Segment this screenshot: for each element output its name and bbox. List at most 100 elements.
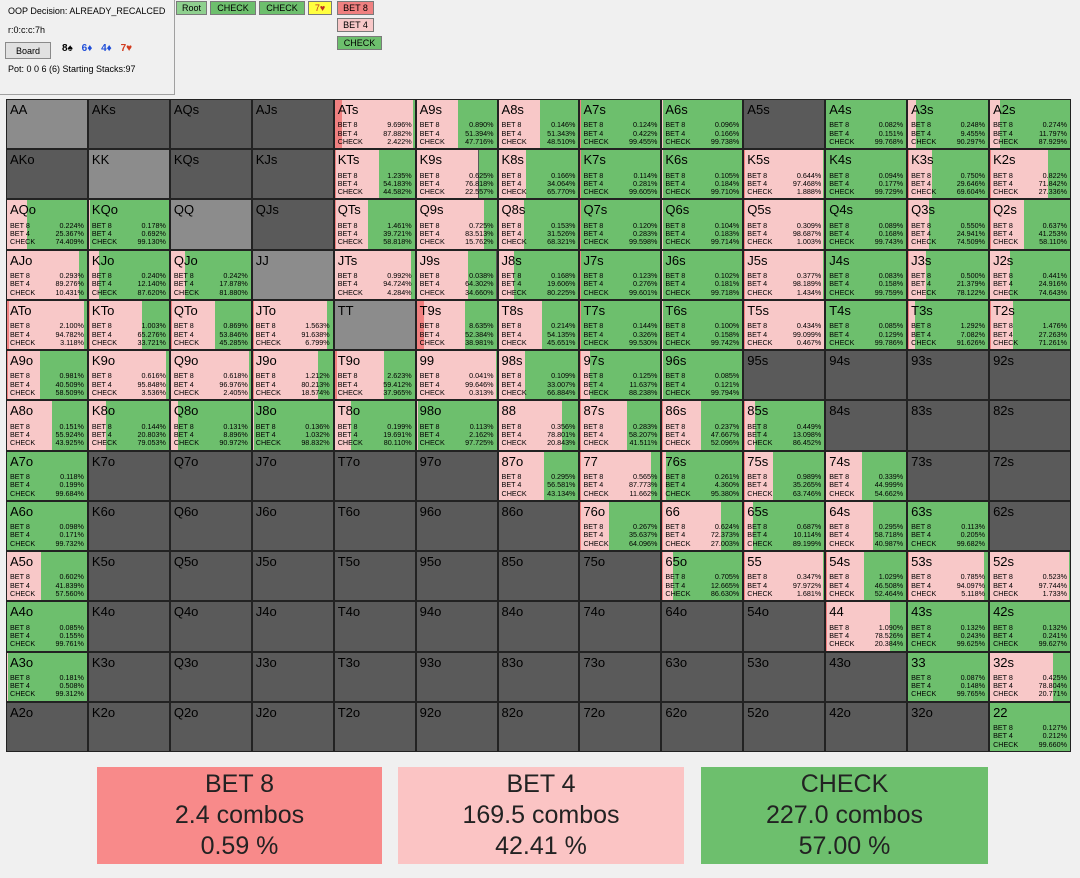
hand-cell-82o[interactable]: 82o	[497, 701, 580, 752]
hand-cell-j7s[interactable]: J7s BET 8 0.123% BET 4 0.276% CHECK 99.601%	[579, 249, 662, 300]
hand-cell-qts[interactable]: QTs BET 8 1.461% BET 4 39.721% CHECK 58.818%	[333, 199, 416, 250]
hand-cell-t2o[interactable]: T2o	[333, 701, 416, 752]
hand-cell-43o[interactable]: 43o	[825, 651, 908, 702]
hand-cell-t7s[interactable]: T7s BET 8 0.144% BET 4 0.326% CHECK 99.530%	[579, 299, 662, 351]
hand-cell-j7o[interactable]: J7o	[251, 450, 334, 501]
hand-cell-64o[interactable]: 64o	[661, 601, 744, 652]
hand-cell-a3o[interactable]: A3o BET 8 0.181% BET 4 0.508% CHECK 99.312%	[6, 651, 88, 702]
hand-cell-95o[interactable]: 95o	[415, 551, 498, 602]
hand-cell-kts[interactable]: KTs BET 8 1.235% BET 4 54.183% CHECK 44.582%	[333, 149, 416, 200]
hand-cell-q8s[interactable]: Q8s BET 8 0.153% BET 4 31.526% CHECK 68.321%	[497, 199, 580, 250]
hand-cell-qjs[interactable]: QJs	[251, 199, 334, 250]
hand-cell-a6o[interactable]: A6o BET 8 0.098% BET 4 0.171% CHECK 99.732%	[6, 500, 88, 552]
board-button[interactable]: Board	[5, 42, 51, 59]
hand-cell-72o[interactable]: 72o	[579, 701, 662, 752]
hand-cell-j8o[interactable]: J8o BET 8 0.136% BET 4 1.032% CHECK 98.832%	[251, 400, 334, 451]
hand-cell-ato[interactable]: ATo BET 8 2.100% BET 4 94.782% CHECK 3.118%	[6, 299, 88, 351]
hand-cell-kjo[interactable]: KJo BET 8 0.240% BET 4 12.140% CHECK 87.620%	[87, 249, 170, 300]
hand-cell-94s[interactable]: 94s	[825, 350, 908, 401]
hand-cell-j6s[interactable]: J6s BET 8 0.102% BET 4 0.181% CHECK 99.718%	[661, 249, 744, 300]
hand-cell-k6s[interactable]: K6s BET 8 0.105% BET 4 0.184% CHECK 99.710%	[661, 149, 744, 200]
hand-cell-jj[interactable]: JJ	[251, 249, 334, 300]
tree-option-check[interactable]: CHECK	[337, 36, 382, 50]
hand-cell-j2o[interactable]: J2o	[251, 701, 334, 752]
hand-cell-54o[interactable]: 54o	[743, 601, 826, 652]
hand-cell-55[interactable]: 55 BET 8 0.347% BET 4 97.972% CHECK 1.681%	[743, 551, 826, 602]
hand-cell-j3s[interactable]: J3s BET 8 0.500% BET 4 21.379% CHECK 78.122%	[907, 249, 990, 300]
tree-option-bet-4[interactable]: BET 4	[337, 18, 374, 32]
hand-cell-44[interactable]: 44 BET 8 1.090% BET 4 78.526% CHECK 20.384%	[825, 601, 908, 652]
hand-cell-52o[interactable]: 52o	[743, 701, 826, 752]
hand-cell-74o[interactable]: 74o	[579, 601, 662, 652]
hand-cell-87s[interactable]: 87s BET 8 0.283% BET 4 58.207% CHECK 41.511%	[579, 400, 662, 451]
hand-cell-73o[interactable]: 73o	[579, 651, 662, 702]
hand-cell-k7s[interactable]: K7s BET 8 0.114% BET 4 0.281% CHECK 99.605%	[579, 149, 662, 200]
hand-cell-ats[interactable]: ATs BET 8 9.696% BET 4 87.882% CHECK 2.422%	[333, 99, 416, 150]
tree-option-bet-8[interactable]: BET 8	[337, 1, 374, 15]
hand-cell-k5s[interactable]: K5s BET 8 0.644% BET 4 97.468% CHECK 1.888%	[743, 149, 826, 200]
hand-cell-t4o[interactable]: T4o	[333, 601, 416, 652]
hand-cell-65o[interactable]: 65o BET 8 0.705% BET 4 12.665% CHECK 86.630%	[661, 551, 744, 602]
hand-cell-t4s[interactable]: T4s BET 8 0.085% BET 4 0.129% CHECK 99.786%	[825, 299, 908, 351]
hand-cell-k8o[interactable]: K8o BET 8 0.144% BET 4 20.803% CHECK 79.053%	[87, 400, 170, 451]
hand-cell-kk[interactable]: KK	[87, 149, 170, 200]
hand-cell-53s[interactable]: 53s BET 8 0.785% BET 4 94.097% CHECK 5.118%	[907, 551, 990, 602]
hand-cell-j3o[interactable]: J3o	[251, 651, 334, 702]
hand-cell-93o[interactable]: 93o	[415, 651, 498, 702]
hand-cell-a2o[interactable]: A2o	[6, 701, 88, 752]
hand-cell-t9o[interactable]: T9o BET 8 2.623% BET 4 59.412% CHECK 37.965%	[333, 350, 416, 401]
tree-path-card[interactable]: 7♥	[308, 1, 332, 15]
hand-cell-t9s[interactable]: T9s BET 8 8.635% BET 4 52.384% CHECK 38.981%	[415, 299, 498, 351]
hand-cell-q4s[interactable]: Q4s BET 8 0.089% BET 4 0.168% CHECK 99.743%	[825, 199, 908, 250]
hand-cell-j9o[interactable]: J9o BET 8 1.212% BET 4 80.213% CHECK 18.574%	[251, 350, 334, 401]
hand-cell-83s[interactable]: 83s	[907, 400, 990, 451]
tree-path-check-1[interactable]: CHECK	[210, 1, 256, 15]
hand-cell-64s[interactable]: 64s BET 8 0.295% BET 4 58.718% CHECK 40.987%	[825, 500, 908, 552]
hand-cell-t7o[interactable]: T7o	[333, 450, 416, 501]
hand-cell-q3s[interactable]: Q3s BET 8 0.550% BET 4 24.941% CHECK 74.509%	[907, 199, 990, 250]
hand-cell-84o[interactable]: 84o	[497, 601, 580, 652]
hand-cell-86s[interactable]: 86s BET 8 0.237% BET 4 47.667% CHECK 52.096%	[661, 400, 744, 451]
hand-cell-63s[interactable]: 63s BET 8 0.113% BET 4 0.205% CHECK 99.682%	[907, 500, 990, 552]
hand-cell-92o[interactable]: 92o	[415, 701, 498, 752]
hand-cell-t2s[interactable]: T2s BET 8 1.476% BET 4 27.263% CHECK 71.261%	[989, 299, 1071, 351]
hand-cell-88[interactable]: 88 BET 8 0.356% BET 4 78.801% CHECK 20.843%	[497, 400, 580, 451]
hand-cell-a5o[interactable]: A5o BET 8 0.602% BET 4 41.839% CHECK 57.560%	[6, 551, 88, 602]
hand-cell-52s[interactable]: 52s BET 8 0.523% BET 4 97.744% CHECK 1.733%	[989, 551, 1071, 602]
hand-cell-87o[interactable]: 87o BET 8 0.295% BET 4 56.581% CHECK 43.134%	[497, 450, 580, 501]
summary-bet-4[interactable]: BET 4 169.5 combos 42.41 %	[398, 767, 684, 864]
hand-cell-97s[interactable]: 97s BET 8 0.125% BET 4 11.637% CHECK 88.238%	[579, 350, 662, 401]
hand-cell-q2o[interactable]: Q2o	[169, 701, 252, 752]
hand-cell-72s[interactable]: 72s	[989, 450, 1071, 501]
hand-cell-83o[interactable]: 83o	[497, 651, 580, 702]
hand-cell-75o[interactable]: 75o	[579, 551, 662, 602]
hand-cell-53o[interactable]: 53o	[743, 651, 826, 702]
hand-cell-aqo[interactable]: AQo BET 8 0.224% BET 4 25.367% CHECK 74.409%	[6, 199, 88, 250]
hand-cell-k2o[interactable]: K2o	[87, 701, 170, 752]
hand-cell-ajo[interactable]: AJo BET 8 0.293% BET 4 89.276% CHECK 10.431%	[6, 249, 88, 300]
hand-cell-t3s[interactable]: T3s BET 8 1.292% BET 4 7.082% CHECK 91.626%	[907, 299, 990, 351]
hand-cell-ajs[interactable]: AJs	[251, 99, 334, 150]
hand-cell-kjs[interactable]: KJs	[251, 149, 334, 200]
hand-cell-j4o[interactable]: J4o	[251, 601, 334, 652]
hand-cell-q5s[interactable]: Q5s BET 8 0.309% BET 4 98.687% CHECK 1.003%	[743, 199, 826, 250]
hand-cell-q7o[interactable]: Q7o	[169, 450, 252, 501]
hand-cell-kto[interactable]: KTo BET 8 1.003% BET 4 65.276% CHECK 33.721%	[87, 299, 170, 351]
hand-cell-a6s[interactable]: A6s BET 8 0.096% BET 4 0.166% CHECK 99.738%	[661, 99, 744, 150]
hand-cell-tt[interactable]: TT	[333, 299, 416, 351]
hand-cell-q3o[interactable]: Q3o	[169, 651, 252, 702]
hand-cell-a7o[interactable]: A7o BET 8 0.118% BET 4 0.199% CHECK 99.684%	[6, 450, 88, 501]
hand-cell-k8s[interactable]: K8s BET 8 0.166% BET 4 34.064% CHECK 65.770%	[497, 149, 580, 200]
hand-cell-k5o[interactable]: K5o	[87, 551, 170, 602]
hand-cell-q4o[interactable]: Q4o	[169, 601, 252, 652]
hand-cell-82s[interactable]: 82s	[989, 400, 1071, 451]
hand-cell-54s[interactable]: 54s BET 8 1.029% BET 4 46.508% CHECK 52.464%	[825, 551, 908, 602]
hand-cell-j5o[interactable]: J5o	[251, 551, 334, 602]
hand-cell-a9s[interactable]: A9s BET 8 0.890% BET 4 51.394% CHECK 47.716%	[415, 99, 498, 150]
hand-cell-63o[interactable]: 63o	[661, 651, 744, 702]
hand-cell-a2s[interactable]: A2s BET 8 0.274% BET 4 11.797% CHECK 87.929%	[989, 99, 1071, 150]
hand-cell-93s[interactable]: 93s	[907, 350, 990, 401]
tree-path-check-2[interactable]: CHECK	[259, 1, 305, 15]
hand-cell-96o[interactable]: 96o	[415, 500, 498, 552]
hand-cell-a5s[interactable]: A5s	[743, 99, 826, 150]
